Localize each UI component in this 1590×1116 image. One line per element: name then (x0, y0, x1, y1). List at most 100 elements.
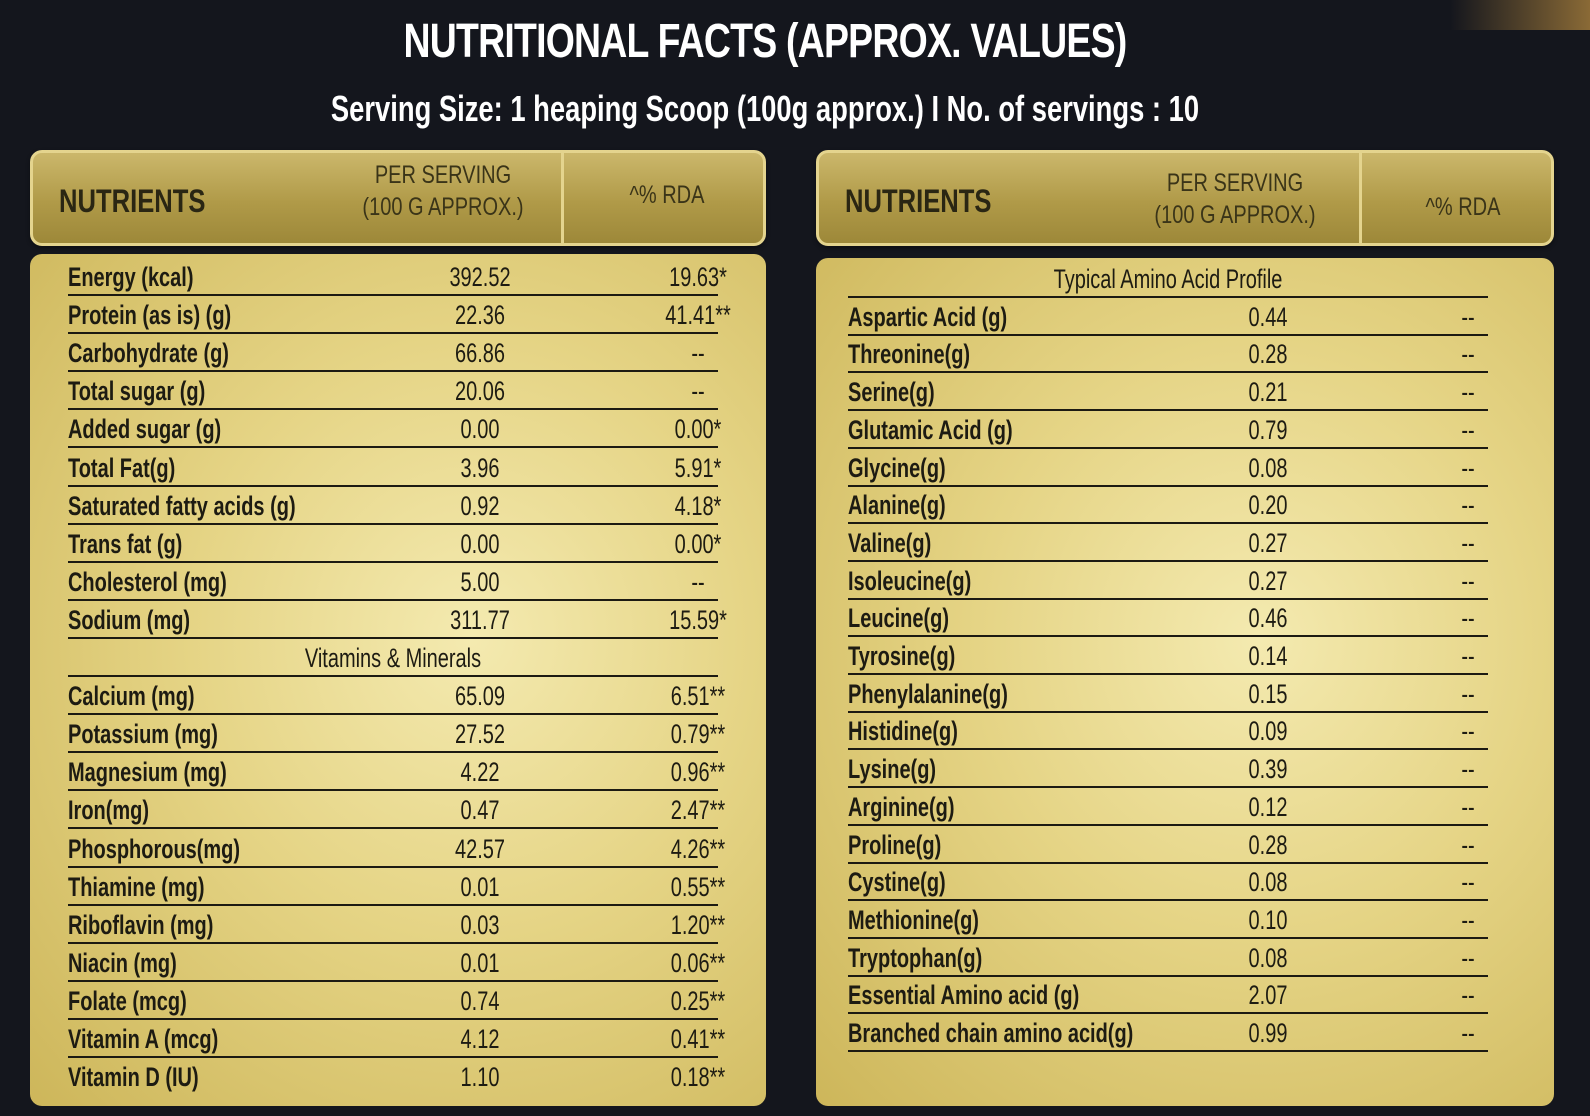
table-body-right (816, 258, 1554, 1106)
rda-value: -- (1461, 565, 1475, 596)
per-serving-value: 22.36 (454, 300, 505, 331)
per-serving-value: 0.03 (460, 909, 500, 940)
rda-value: 0.06** (670, 947, 726, 978)
per-serving-value: 0.92 (460, 490, 500, 521)
rda-value: -- (1461, 716, 1475, 747)
rda-value: 0.55** (670, 871, 726, 902)
per-serving-value: 0.39 (1248, 754, 1288, 785)
table-row: Branched chain amino acid(g) 0.99 -- (848, 1016, 1488, 1052)
rda-value: -- (1461, 678, 1475, 709)
nutrient-name: Trans fat (g) (68, 528, 183, 559)
per-serving-value: 0.27 (1248, 527, 1288, 558)
header-rda: ^% RDA (1425, 193, 1501, 221)
nutrient-name: Alanine(g) (848, 490, 946, 521)
table-row: Leucine(g) 0.46 -- (848, 601, 1488, 638)
section-heading: Typical Amino Acid Profile (848, 262, 1488, 298)
rda-value: -- (1461, 829, 1475, 860)
corner-glow (1450, 0, 1590, 30)
nutrient-name: Phosphorous(mg) (68, 833, 241, 864)
nutrient-name: Saturated fatty acids (g) (68, 490, 296, 521)
per-serving-value: 0.08 (1248, 867, 1288, 898)
table-row: Saturated fatty acids (g) 0.92 4.18* (68, 489, 721, 525)
per-serving-value: 0.01 (460, 871, 500, 902)
per-serving-value: 392.52 (449, 262, 511, 292)
rda-value: -- (1461, 377, 1475, 408)
header-per-serving-line2: (100 G APPROX.) (1154, 201, 1316, 229)
table-row: Valine(g) 0.27 -- (848, 526, 1488, 562)
per-serving-value: 0.10 (1248, 904, 1288, 935)
table-body-left (30, 254, 766, 1106)
rda-value: 5.91* (674, 452, 722, 483)
table-row: Potassium (mg) 27.52 0.79** (68, 717, 725, 754)
table-row: Riboflavin (mg) 0.03 1.20** (68, 908, 725, 944)
nutrient-name: Glutamic Acid (g) (848, 414, 1013, 445)
per-serving-value: 0.28 (1248, 339, 1288, 370)
per-serving-value: 0.47 (460, 795, 500, 826)
rda-value: -- (1461, 641, 1475, 671)
table-header-left: NUTRIENTS PER SERVING (100 G APPROX.) ^%… (30, 150, 766, 246)
nutrient-name: Threonine(g) (848, 339, 971, 370)
per-serving-value: 0.20 (1248, 490, 1288, 521)
section-title: Vitamins & Minerals (304, 643, 482, 673)
per-serving-value: 0.00 (460, 528, 500, 559)
per-serving-value: 0.79 (1248, 414, 1288, 445)
page-title: NUTRITIONAL FACTS (APPROX. VALUES) (403, 15, 1127, 68)
per-serving-value: 0.08 (1248, 452, 1288, 483)
table-row: Energy (kcal) 392.52 19.63* (68, 260, 727, 296)
nutrient-name: Magnesium (mg) (68, 757, 227, 788)
rda-value: -- (691, 376, 705, 407)
nutrient-name: Energy (kcal) (68, 262, 194, 292)
rda-value: 41.41** (665, 300, 731, 331)
rda-value: -- (1461, 527, 1475, 558)
nutrient-name: Vitamin D (IU) (68, 1062, 199, 1093)
table-row: Protein (as is) (g) 22.36 41.41** (68, 298, 731, 335)
nutrient-name: Branched chain amino acid(g) (848, 1018, 1134, 1048)
rda-value: -- (1461, 603, 1475, 634)
table-row: Iron(mg) 0.47 2.47** (68, 793, 725, 830)
per-serving-value: 42.57 (454, 833, 505, 864)
nutrient-name: Proline(g) (848, 829, 942, 860)
table-row: Lysine(g) 0.39 -- (848, 752, 1488, 789)
table-row: Threonine(g) 0.28 -- (848, 337, 1488, 374)
per-serving-value: 0.74 (460, 985, 500, 1016)
nutrient-name: Leucine(g) (848, 603, 950, 634)
nutrient-name: Sodium (mg) (68, 604, 191, 635)
per-serving-value: 66.86 (454, 338, 505, 369)
rda-value: -- (1461, 754, 1475, 785)
per-serving-value: 1.10 (460, 1062, 500, 1093)
rda-value: -- (1461, 904, 1475, 935)
table-row: Glutamic Acid (g) 0.79 -- (848, 413, 1488, 449)
per-serving-value: 0.08 (1248, 942, 1288, 973)
header-nutrients: NUTRIENTS (845, 183, 992, 219)
header-per-serving: PER SERVING (100 G APPROX.) (355, 159, 531, 223)
per-serving-value: 0.28 (1248, 829, 1288, 860)
nutrient-name: Thiamine (mg) (68, 871, 205, 902)
rda-value: 2.47** (670, 795, 726, 826)
nutrient-name: Cystine(g) (848, 867, 946, 898)
header-divider (1359, 153, 1362, 243)
nutrient-name: Arginine(g) (848, 791, 955, 822)
nutrient-name: Essential Amino acid (g) (848, 980, 1080, 1011)
nutrient-name: Cholesterol (mg) (68, 566, 227, 597)
rda-value: 0.00* (674, 414, 722, 445)
rda-value: -- (1461, 452, 1475, 483)
table-row: Total sugar (g) 20.06 -- (68, 374, 718, 411)
per-serving-value: 0.27 (1248, 565, 1288, 596)
per-serving-value: 27.52 (454, 719, 505, 750)
per-serving-value: 0.15 (1248, 678, 1288, 709)
nutrient-name: Serine(g) (848, 377, 935, 408)
table-row: Magnesium (mg) 4.22 0.96** (68, 755, 725, 792)
table-row: Cholesterol (mg) 5.00 -- (68, 565, 718, 601)
nutrient-name: Carbohydrate (g) (68, 338, 229, 369)
rda-value: -- (1461, 980, 1475, 1011)
nutrient-name: Iron(mg) (68, 795, 150, 826)
section-title: Typical Amino Acid Profile (1053, 264, 1283, 294)
rda-value: 0.25** (670, 985, 726, 1016)
table-row: Histidine(g) 0.09 -- (848, 714, 1488, 751)
header-rda: ^% RDA (629, 181, 705, 209)
table-row: Phosphorous(mg) 42.57 4.26** (68, 832, 725, 868)
table-row: Glycine(g) 0.08 -- (848, 451, 1488, 487)
table-row: Calcium (mg) 65.09 6.51** (68, 679, 725, 716)
rda-value: 0.96** (670, 757, 726, 788)
header-per-serving-line1: PER SERVING (374, 161, 512, 189)
